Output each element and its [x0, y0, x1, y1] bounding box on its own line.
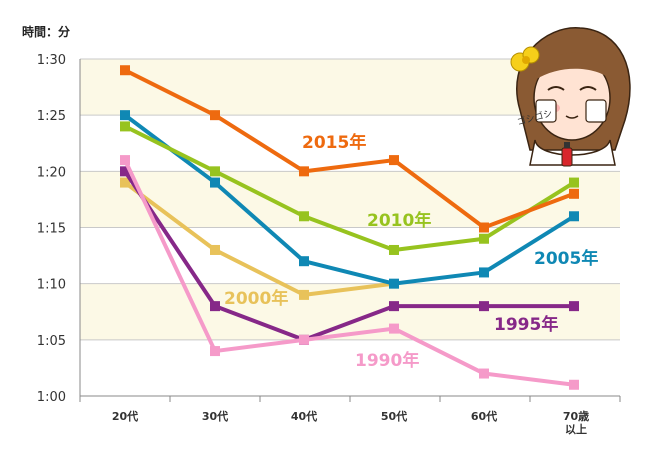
x-tick-label: 20代: [112, 409, 138, 423]
y-axis-unit-label: 時間：分: [22, 24, 70, 39]
data-point: [569, 211, 579, 222]
x-tick-label: 70歳: [563, 409, 589, 423]
data-point: [210, 166, 220, 177]
y-axis-tick-labels: 1:00 1:05 1:10 1:15 1:20 1:25 1:30: [37, 53, 66, 405]
data-point: [569, 177, 579, 188]
data-point: [120, 155, 130, 166]
data-point: [210, 177, 220, 188]
y-tick-label: 1:15: [37, 222, 66, 237]
data-point: [389, 244, 399, 255]
series-3: [120, 177, 395, 300]
data-point: [569, 188, 579, 199]
y-tick-label: 1:30: [37, 53, 66, 68]
data-point: [389, 301, 399, 312]
series-line: [124, 68, 575, 230]
series-group: [120, 65, 579, 390]
data-point: [299, 256, 309, 267]
series-label: 1990年: [355, 350, 419, 371]
data-point: [479, 222, 489, 233]
data-point: [120, 65, 130, 76]
series-label: 2005年: [534, 248, 598, 269]
series-2: [120, 110, 579, 289]
x-tick-label: 60代: [471, 409, 497, 423]
series-line: [123, 159, 575, 387]
series-1: [120, 121, 579, 255]
x-tick-label: 以上: [565, 422, 587, 436]
series-line: [124, 124, 576, 252]
data-point: [120, 166, 130, 177]
series-line: [123, 170, 574, 342]
data-point: [299, 211, 309, 222]
data-point: [299, 166, 309, 177]
band: [80, 283, 620, 340]
series-label: 1995年: [494, 314, 558, 335]
data-point: [120, 177, 130, 188]
data-point: [210, 244, 220, 255]
data-point: [120, 121, 130, 132]
data-point: [389, 323, 399, 334]
series-line: [123, 180, 395, 297]
girl-washing-face-illustration: ゴシゴシ: [510, 27, 631, 167]
data-point: [210, 346, 220, 357]
x-tick-label: 50代: [381, 409, 407, 423]
y-tick-label: 1:20: [37, 165, 66, 180]
series-label: 2015年: [302, 132, 366, 153]
data-point: [210, 301, 220, 312]
series-0: [120, 65, 579, 233]
series-5: [120, 155, 579, 390]
data-point: [569, 379, 579, 390]
series-label: 2010年: [367, 210, 431, 231]
data-point: [299, 289, 309, 300]
data-point: [389, 278, 399, 289]
data-point: [479, 233, 489, 244]
series-line: [123, 113, 576, 286]
x-tick-label: 40代: [291, 409, 317, 423]
data-point: [210, 110, 220, 121]
data-point: [120, 110, 130, 121]
y-tick-label: 1:10: [37, 278, 66, 293]
band: [80, 171, 620, 228]
data-point: [479, 301, 489, 312]
y-tick-label: 1:05: [37, 334, 66, 349]
data-point: [569, 301, 579, 312]
data-point: [479, 267, 489, 278]
x-tick-label: 30代: [202, 409, 228, 423]
y-tick-label: 1:00: [37, 390, 66, 405]
data-point: [299, 334, 309, 345]
y-tick-label: 1:25: [37, 109, 66, 124]
data-point: [389, 155, 399, 166]
series-label: 2000年: [224, 288, 288, 309]
data-point: [479, 368, 489, 379]
grid-lines: [79, 58, 621, 402]
series-labels: 2015年 2010年 2005年 2000年 1995年 1990年: [224, 132, 598, 371]
